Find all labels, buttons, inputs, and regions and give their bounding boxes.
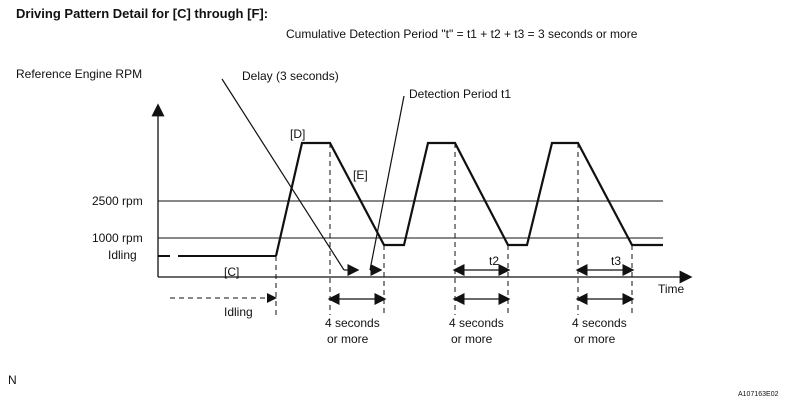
- detection-period-leader-line: [369, 95, 405, 271]
- label-2500-rpm: 2500 rpm: [92, 194, 143, 208]
- cycle-1-duration-line-2: or more: [327, 332, 369, 346]
- detection-formula: Cumulative Detection Period "t" = t1 + t…: [286, 27, 638, 41]
- figure-id: A107163E02: [738, 391, 779, 398]
- delay-leader-line: [221, 78, 345, 271]
- page-title: Driving Pattern Detail for [C] through […: [16, 6, 268, 21]
- detection-period-label: Detection Period t1: [409, 87, 511, 101]
- idling-bottom-label: Idling: [224, 305, 253, 319]
- phase-d-label: [D]: [290, 127, 305, 141]
- label-1000-rpm: 1000 rpm: [92, 231, 143, 245]
- t3-label: t3: [611, 254, 621, 268]
- delay-label: Delay (3 seconds): [242, 69, 339, 83]
- phase-c-label: [C]: [224, 265, 239, 279]
- footer-left-mark: N: [8, 373, 17, 387]
- cycle-2-duration-line-2: or more: [451, 332, 493, 346]
- cycle-3-duration-line-1: 4 seconds: [572, 316, 627, 330]
- y-axis-label: Reference Engine RPM: [16, 67, 142, 81]
- cycle-2-duration-line-1: 4 seconds: [449, 316, 504, 330]
- cycle-1-duration-line-1: 4 seconds: [325, 316, 380, 330]
- cycle-3-duration-line-2: or more: [574, 332, 616, 346]
- label-idling: Idling: [108, 248, 137, 262]
- t2-label: t2: [489, 254, 499, 268]
- rpm-pattern-line: [274, 141, 663, 257]
- x-axis-label: Time: [658, 282, 685, 296]
- phase-e-label: [E]: [353, 168, 368, 182]
